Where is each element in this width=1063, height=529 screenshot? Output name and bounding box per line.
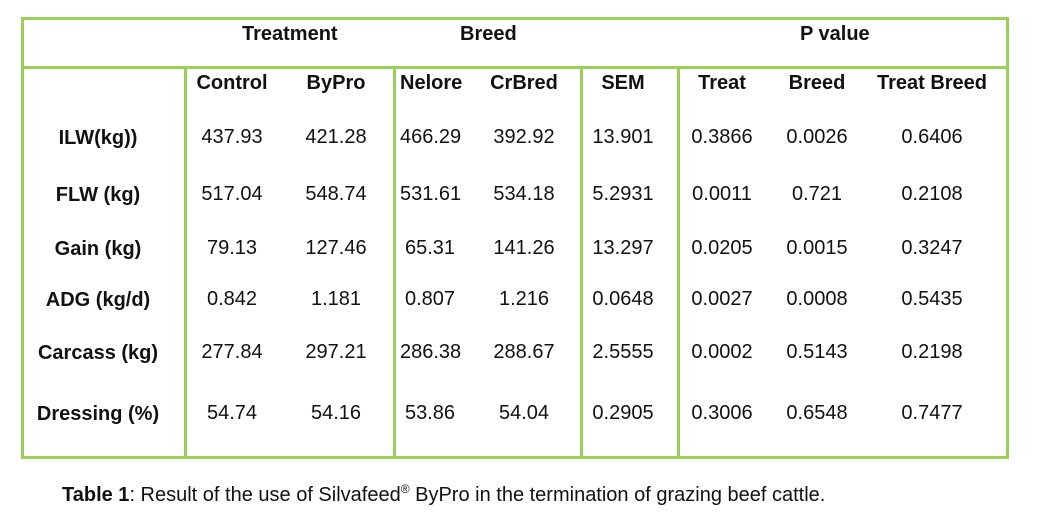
table-cell: 0.0026 bbox=[786, 126, 848, 148]
table-cell: 0.7477 bbox=[901, 402, 963, 424]
table-cell: 0.5435 bbox=[901, 288, 963, 310]
registered-mark: ® bbox=[400, 482, 410, 496]
column-divider bbox=[677, 66, 680, 459]
table-cell: 5.2931 bbox=[592, 183, 654, 205]
table-cell: 53.86 bbox=[405, 402, 456, 424]
table-cell: 127.46 bbox=[305, 237, 367, 259]
column-header-crbred: CrBred bbox=[490, 72, 558, 94]
column-header-control: Control bbox=[196, 72, 268, 94]
table-caption: Table 1: Result of the use of Silvafeed®… bbox=[62, 482, 825, 507]
column-header-breed: Breed bbox=[788, 72, 846, 94]
table-cell: 1.181 bbox=[310, 288, 362, 310]
header-divider bbox=[21, 66, 1009, 69]
row-label: Dressing (%) bbox=[36, 403, 160, 425]
table-cell: 548.74 bbox=[305, 183, 367, 205]
caption-text: : Result of the use of Silvafeed bbox=[129, 484, 401, 506]
table-cell: 0.0011 bbox=[692, 183, 752, 205]
row-label: ADG (kg/d) bbox=[45, 289, 151, 311]
group-header-breed: Breed bbox=[460, 23, 517, 45]
table-cell: 277.84 bbox=[201, 341, 263, 363]
table-cell: 517.04 bbox=[201, 183, 263, 205]
column-divider bbox=[393, 66, 396, 459]
column-header-sem: SEM bbox=[601, 72, 645, 94]
table-cell: 54.74 bbox=[206, 402, 258, 424]
table-cell: 54.04 bbox=[498, 402, 550, 424]
table-cell: 0.5143 bbox=[786, 341, 848, 363]
table-cell: 531.61 bbox=[400, 183, 462, 205]
table-cell: 0.6548 bbox=[786, 402, 848, 424]
table-cell: 421.28 bbox=[305, 126, 367, 148]
caption-label: Table 1 bbox=[62, 484, 130, 506]
row-label: Gain (kg) bbox=[54, 238, 142, 260]
table-cell: 0.0002 bbox=[691, 341, 753, 363]
table-cell: 0.3006 bbox=[691, 402, 753, 424]
column-header-bypro: ByPro bbox=[306, 72, 366, 94]
table-cell: 0.0015 bbox=[786, 237, 848, 259]
table-cell: 0.0027 bbox=[691, 288, 753, 310]
row-label: FLW (kg) bbox=[55, 184, 141, 206]
table-cell: 392.92 bbox=[493, 126, 555, 148]
caption-text-end: ByPro in the termination of grazing beef… bbox=[409, 484, 826, 506]
column-header-nelore: Nelore bbox=[400, 72, 463, 94]
table-cell: 0.842 bbox=[206, 288, 258, 310]
column-header-treat-breed: Treat Breed bbox=[876, 72, 988, 94]
table-cell: 0.0008 bbox=[786, 288, 848, 310]
table-cell: 13.297 bbox=[592, 237, 654, 259]
group-header-treatment: Treatment bbox=[242, 23, 338, 45]
column-header-treat: Treat bbox=[698, 72, 746, 94]
table-cell: 0.2905 bbox=[592, 402, 654, 424]
table-cell: 0.807 bbox=[405, 288, 456, 310]
row-label: Carcass (kg) bbox=[37, 342, 159, 364]
table-cell: 288.67 bbox=[493, 341, 555, 363]
table-cell: 13.901 bbox=[592, 126, 654, 148]
table-cell: 54.16 bbox=[310, 402, 362, 424]
table-cell: 65.31 bbox=[405, 237, 456, 259]
table-cell: 534.18 bbox=[493, 183, 555, 205]
group-header-pvalue: P value bbox=[800, 23, 870, 45]
table-border bbox=[21, 17, 1009, 459]
table-cell: 0.2108 bbox=[901, 183, 963, 205]
table-cell: 1.216 bbox=[498, 288, 550, 310]
table-cell: 0.2198 bbox=[901, 341, 963, 363]
table-cell: 466.29 bbox=[400, 126, 462, 148]
table-cell: 286.38 bbox=[400, 341, 462, 363]
table-cell: 297.21 bbox=[305, 341, 367, 363]
table-cell: 0.0648 bbox=[592, 288, 654, 310]
row-label: ILW(kg)) bbox=[58, 127, 138, 149]
table-cell: 79.13 bbox=[206, 237, 258, 259]
table-cell: 0.3247 bbox=[901, 237, 963, 259]
table-cell: 0.3866 bbox=[691, 126, 753, 148]
table-cell: 0.721 bbox=[791, 183, 843, 205]
column-divider bbox=[184, 66, 187, 459]
table-cell: 141.26 bbox=[493, 237, 555, 259]
table-cell: 0.0205 bbox=[691, 237, 753, 259]
table-cell: 0.6406 bbox=[901, 126, 963, 148]
table-cell: 437.93 bbox=[201, 126, 263, 148]
column-divider bbox=[580, 66, 583, 459]
table-cell: 2.5555 bbox=[592, 341, 654, 363]
